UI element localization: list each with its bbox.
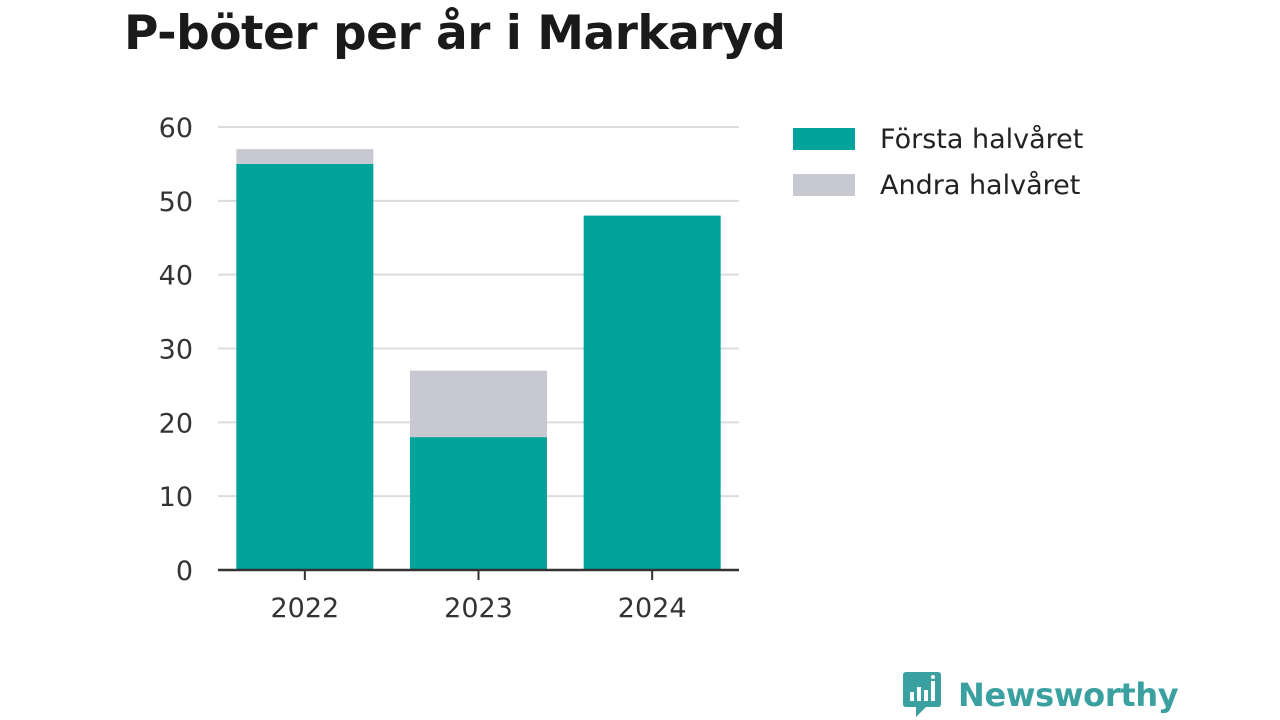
legend-label-forsta-halvaret: Första halvåret (880, 123, 1084, 155)
bar-2024-forsta-halvaret (583, 215, 721, 570)
y-tick-label: 60 (159, 113, 193, 144)
y-tick-label: 40 (159, 261, 193, 292)
chart-title: P-böter per år i Markaryd (124, 6, 786, 61)
x-axis: 2022 2023 2024 (218, 568, 739, 624)
y-tick-label: 50 (159, 187, 193, 218)
bar-2023-forsta-halvaret (410, 437, 547, 570)
brand-name: Newsworthy (958, 676, 1179, 714)
legend-swatch-andra-halvaret (793, 174, 855, 196)
y-tick-label: 0 (176, 556, 193, 587)
bar-2022-andra-halvaret (236, 149, 374, 164)
legend: Första halvåret Andra halvåret (793, 116, 1083, 208)
x-tick-label: 2022 (270, 593, 339, 624)
bar-2022-forsta-halvaret (236, 163, 374, 570)
y-tick-label: 20 (159, 408, 193, 439)
y-axis-ticks: 0 10 20 30 40 50 60 (159, 113, 193, 587)
x-tick-label: 2024 (618, 593, 687, 624)
y-tick-label: 30 (159, 335, 193, 366)
legend-label-andra-halvaret: Andra halvåret (880, 169, 1081, 201)
legend-item-forsta-halvaret: Första halvåret (793, 116, 1083, 162)
brand-logo: Newsworthy (902, 670, 1179, 720)
legend-swatch-forsta-halvaret (793, 128, 855, 150)
newsworthy-logo-icon (903, 672, 941, 717)
bar-2023-andra-halvaret (410, 370, 547, 438)
y-tick-label: 10 (159, 482, 193, 513)
bars (236, 149, 721, 570)
legend-item-andra-halvaret: Andra halvåret (793, 162, 1083, 208)
x-tick-label: 2023 (444, 593, 513, 624)
